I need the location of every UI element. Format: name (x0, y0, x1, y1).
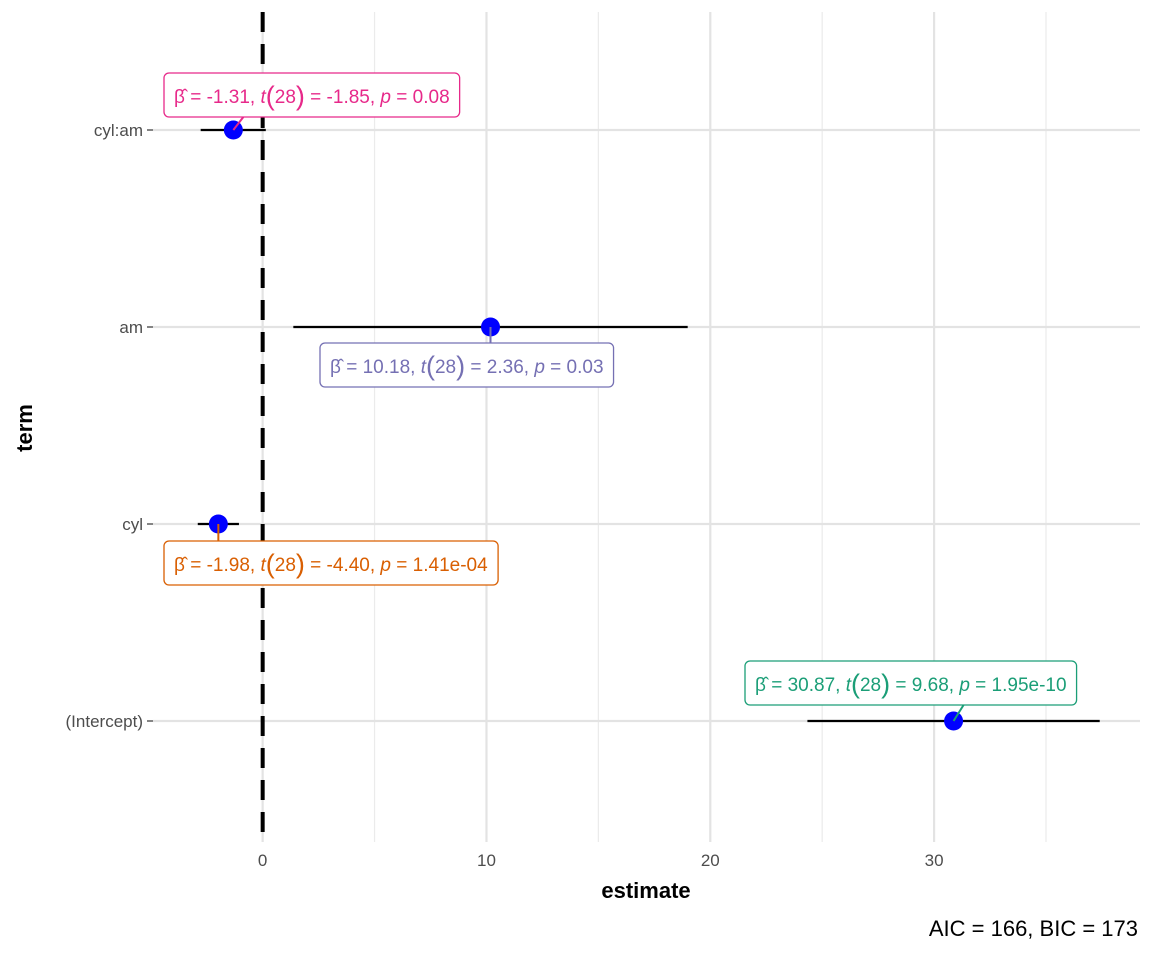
y-axis-title: term (12, 404, 37, 452)
model-fit-caption: AIC = 166, BIC = 173 (929, 916, 1138, 941)
x-tick-label: 10 (477, 851, 496, 870)
estimate-label: β̂ = 30.87, t(28) = 9.68, p = 1.95e-10 (744, 660, 1078, 706)
x-tick-label: 0 (258, 851, 267, 870)
estimate-label: β̂ = 10.18, t(28) = 2.36, p = 0.03 (319, 342, 615, 388)
estimate-label-text: β̂ = 30.87, t(28) = 9.68, p = 1.95e-10 (755, 669, 1067, 699)
x-tick-label: 20 (701, 851, 720, 870)
y-tick-label: cyl (122, 515, 143, 534)
error-bars (197, 128, 1100, 723)
estimate-label-text: β̂ = -1.31, t(28) = -1.85, p = 0.08 (174, 81, 450, 111)
estimate-label-box (744, 660, 1078, 706)
estimate-label: β̂ = -1.98, t(28) = -4.40, p = 1.41e-04 (163, 540, 499, 586)
estimate-label-box (163, 540, 499, 586)
x-tick-label: 30 (925, 851, 944, 870)
estimate-label-text: β̂ = 10.18, t(28) = 2.36, p = 0.03 (330, 351, 604, 381)
estimate-points (208, 120, 964, 731)
estimate-label-box (319, 342, 615, 388)
x-axis-title: estimate (601, 878, 690, 903)
estimate-labels: β̂ = -1.31, t(28) = -1.85, p = 0.08 β̂ = … (163, 72, 1078, 722)
y-tick-label: cyl:am (94, 121, 143, 140)
y-tick-label: am (119, 318, 143, 337)
axes: 0 10 20 30 cyl:am am cyl (Intercept) (66, 121, 944, 870)
grid (153, 12, 1140, 842)
y-tick-label: (Intercept) (66, 712, 143, 731)
label-leader-line (952, 704, 965, 722)
label-leader-line (232, 116, 245, 131)
estimate-label-text: β̂ = -1.98, t(28) = -4.40, p = 1.41e-04 (174, 549, 488, 579)
estimate-label: β̂ = -1.31, t(28) = -1.85, p = 0.08 (163, 72, 461, 118)
estimate-label-box (163, 72, 461, 118)
